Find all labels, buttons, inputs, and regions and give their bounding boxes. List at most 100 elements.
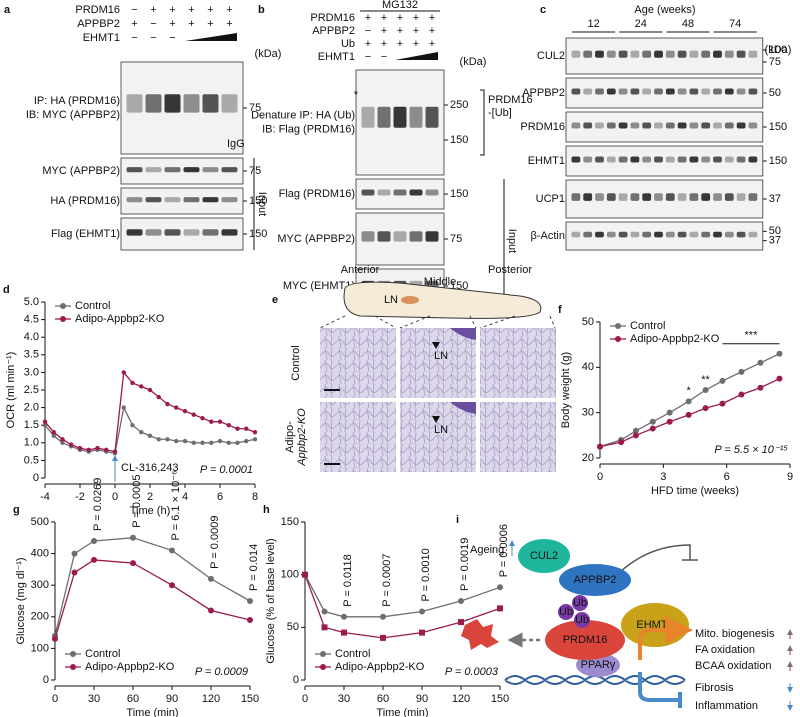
point [191, 440, 196, 445]
panel-letter: d [3, 284, 10, 296]
point [130, 560, 136, 567]
kda-marker: 150 [769, 121, 787, 133]
point [71, 569, 78, 576]
band [618, 231, 628, 238]
band [618, 50, 628, 58]
guide-line [319, 315, 346, 329]
point [130, 423, 135, 428]
y-tick-label: 400 [31, 548, 49, 560]
band [595, 88, 604, 95]
x-tick-label: 9 [787, 471, 793, 483]
point [702, 405, 709, 412]
kda-marker: 150 [769, 155, 787, 167]
activate [638, 616, 693, 660]
y-axis-label: Body weight (g) [560, 352, 572, 428]
x-tick-label: 3 [660, 471, 666, 483]
kda-marker: 75 [249, 165, 261, 177]
kda-marker: 75 [769, 56, 781, 68]
point [147, 433, 153, 438]
point [69, 442, 74, 447]
p-value: P = 0.0269 [92, 478, 104, 531]
y-tick-label: 3.5 [24, 349, 39, 361]
band [724, 231, 734, 238]
point [104, 447, 109, 453]
point [52, 635, 58, 642]
point [156, 394, 161, 400]
y-tick-label: 3.0 [24, 366, 39, 378]
band [701, 50, 711, 58]
blot-label: APPBP2 [522, 87, 565, 99]
kda-marker: 50 [769, 225, 781, 237]
band [164, 167, 181, 173]
point [497, 605, 503, 612]
panel-letter: e [272, 294, 278, 306]
band [654, 88, 663, 95]
sign: + [207, 18, 213, 30]
region-label: Posterior [488, 264, 532, 276]
ub-label: Ub [575, 614, 589, 626]
p-value: P = 0.014 [248, 544, 260, 591]
band [606, 88, 616, 95]
point [252, 430, 258, 435]
legend-label: Adipo-Appbp2-KO [85, 661, 175, 673]
kda-marker: 50 [769, 87, 781, 99]
sign: + [131, 18, 137, 30]
significance: *** [745, 330, 759, 342]
point [42, 419, 48, 424]
sign: + [150, 4, 156, 16]
prdm16 [545, 620, 625, 660]
p-value: P = 0.0006 [498, 524, 510, 577]
point [776, 350, 783, 357]
series-line [54, 559, 251, 640]
p-value: P = 0.0003 [445, 666, 499, 678]
y-axis-label: Glucose (mg dl⁻¹) [15, 557, 27, 644]
x-tick-label: 4 [182, 491, 188, 503]
band [126, 94, 143, 113]
condition-label: PRDM16 [310, 12, 355, 24]
kda-marker: 37 [769, 193, 781, 205]
point [156, 437, 161, 442]
x-tick-label: 90 [416, 693, 428, 705]
band [618, 193, 628, 201]
ub [572, 595, 588, 611]
band [583, 88, 593, 95]
micrograph [320, 328, 396, 398]
sign: + [413, 12, 419, 24]
blot-label: IB: MYC (APPBP2) [26, 109, 120, 121]
point [51, 430, 56, 435]
point [165, 437, 170, 442]
kda-label: (kDa) [255, 48, 282, 60]
band [221, 229, 238, 236]
band [630, 193, 640, 201]
band [665, 122, 675, 129]
point [380, 634, 386, 641]
band [145, 197, 162, 203]
wedge [185, 33, 237, 41]
band [689, 122, 699, 129]
band [665, 156, 675, 163]
treatment: MG132 [382, 0, 418, 11]
input-label: Input [256, 192, 268, 216]
band [748, 50, 758, 58]
band [583, 193, 593, 201]
point [649, 418, 656, 425]
point [182, 408, 188, 414]
band [571, 193, 581, 201]
legend-marker [320, 664, 326, 670]
x-tick-label: 2 [147, 491, 153, 503]
point [191, 412, 196, 417]
age-group: 48 [682, 18, 694, 30]
sign: + [207, 4, 213, 16]
band [736, 50, 746, 58]
lymph-region [450, 328, 476, 340]
band [202, 197, 219, 203]
band [736, 193, 746, 201]
point [174, 405, 179, 410]
band [701, 88, 711, 95]
band [126, 167, 143, 173]
blot-extra: IgG [227, 138, 245, 150]
guide-line [479, 315, 516, 329]
cul2-label: CUL2 [530, 550, 558, 562]
bracket-label: PRDM16 [488, 94, 533, 106]
